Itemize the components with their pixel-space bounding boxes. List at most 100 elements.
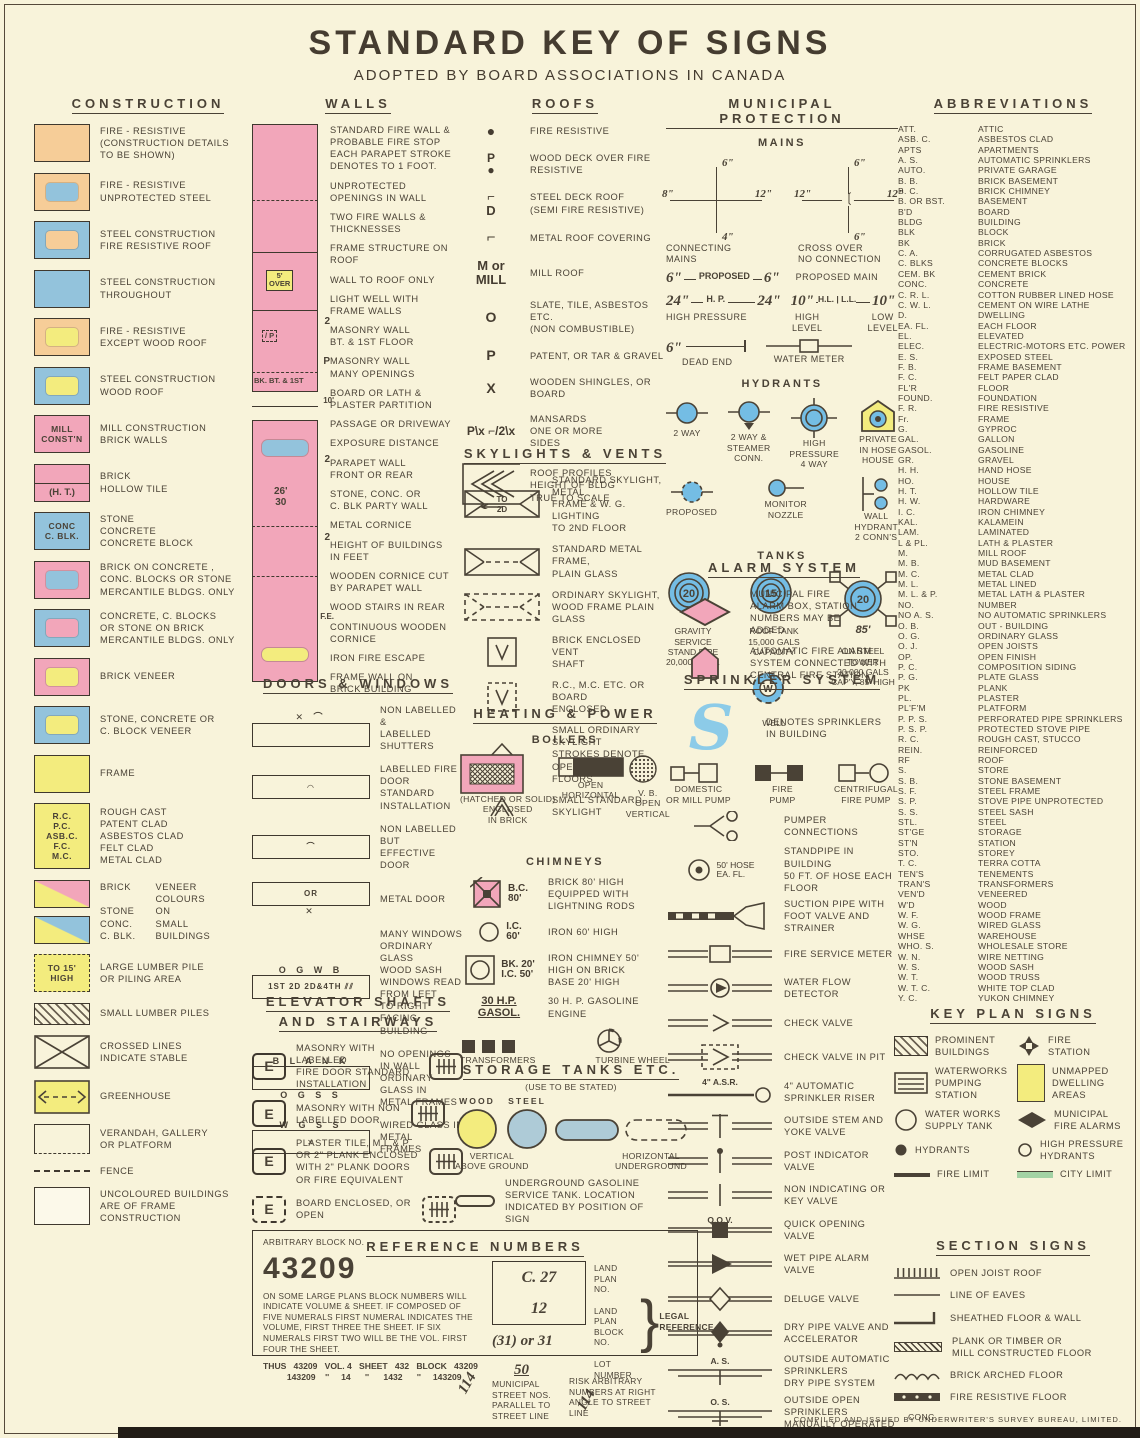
abbr-key: TRAN'S xyxy=(898,879,931,890)
legend-label: BRICK ENCLOSED VENT SHAFT xyxy=(552,634,642,670)
legend-item: P ● WOOD DECK OVER FIRE RESISTIVE xyxy=(462,151,668,177)
legend-item: DELUGE VALVE xyxy=(666,1284,898,1314)
abbr-key: R. C. xyxy=(898,734,920,745)
boilers-subheading: BOILERS xyxy=(531,734,599,746)
legend-label: CHECK VALVE IN PIT xyxy=(784,1052,886,1063)
svg-text:15: 15 xyxy=(765,588,777,600)
legend-item: W G S S ✕ WIRED GLASS IN METAL FRAMES xyxy=(252,1119,464,1155)
legend-item: OUTSIDE STEM AND YOKE VALVE xyxy=(666,1111,898,1141)
abbr-value: WHOLESALE STORE xyxy=(978,941,1068,952)
legend-label: PASSAGE OR DRIVEWAY xyxy=(330,419,451,430)
legend-item: E BOARD ENCLOSED, OR OPEN xyxy=(252,1195,464,1224)
legend-label: OUTSIDE OPEN SPRINKLERS MANUALLY OPERATED xyxy=(784,1394,895,1429)
legend-label: CITY LIMIT xyxy=(1060,1169,1113,1180)
legend-item: STEEL CONSTRUCTION WOOD ROOF xyxy=(34,366,262,405)
reference-street-notes: 50 MUNICIPAL STREET NOS. PARALLEL TO STREET… xyxy=(455,1362,732,1438)
legend-label: STANDARD FIRE WALL & PROBABLE FIRE STOP EA… xyxy=(330,125,452,172)
legend-item: R.C., M.C. ETC. OR BOARD ENCLOSED xyxy=(462,679,668,715)
legend-label: UNPROTECTED OPENINGS IN WALL xyxy=(330,180,427,203)
legend-item: O G W B 1ST 2D 2D&4TH ⫽⫽ MANY WINDOWS ORDIN… xyxy=(252,928,464,1037)
outside-open-sprinklers-symbol: O. S. xyxy=(666,1397,774,1427)
iron-brick-chimney-symbol: BK. 20' I.C. 50' xyxy=(460,953,538,987)
legend-label: WOODEN SHINGLES, OR BOARD xyxy=(530,377,652,400)
concrete-on-brick-swatch xyxy=(34,609,90,647)
abbr-key: W. F. xyxy=(898,910,919,921)
water-meter-symbol: WATER METER xyxy=(766,338,853,365)
legend-item: OR ✕ METAL DOOR xyxy=(252,881,464,917)
legend-item: O. S. OUTSIDE OPEN SPRINKLERS MANUALLY OPER… xyxy=(666,1394,898,1430)
boiler-enclosed-symbol: (HATCHED OR SOLID) ENCLOSED IN BRICK xyxy=(460,754,555,825)
legend-item: CITY LIMIT xyxy=(1017,1168,1132,1180)
clad-swatch: R.C. P.C. ASB.C. F.C. M.C. xyxy=(34,803,90,869)
legend-label: CROSSED LINES INDICATE STABLE xyxy=(100,1040,188,1063)
legend-item: 30 H.P. GASOL. 30 H. P. GASOLINE ENGINE xyxy=(460,995,670,1019)
section-signs-heading: SECTION SIGNS xyxy=(894,1238,1132,1256)
abbr-value: TRANSFORMERS xyxy=(978,879,1054,890)
legend-item: FIRE RESISTIVE FLOOR xyxy=(894,1391,1132,1403)
high-pressure-row: 24" H. P. 24" 10" H.L. | L.L. 10" xyxy=(666,292,896,309)
suction-pipe-symbol xyxy=(666,901,774,931)
abbr-value: ELECTRIC-MOTORS ETC. POWER xyxy=(978,341,1126,352)
legend-item: MILL CONST'N MILL CONSTRUCTION BRICK WALLS xyxy=(34,415,262,453)
abbr-key: P. G. xyxy=(898,672,918,683)
hydrant-high-pressure-symbol: HIGH PRESSURE 4 WAY xyxy=(789,398,839,469)
abbr-value: GALLON xyxy=(978,434,1015,445)
abbr-key: G. xyxy=(898,423,908,434)
legend-label: STANDPIPE IN BUILDING 50 FT. OF HOSE EACH… xyxy=(784,846,893,893)
brick-veneer-swatch xyxy=(34,657,90,696)
abbr-value: IRON CHIMNEY xyxy=(978,506,1046,517)
svg-text:4" A.S.R.: 4" A.S.R. xyxy=(702,1077,738,1087)
line-of-eaves-symbol xyxy=(894,1290,940,1300)
unmapped-dwelling-symbol xyxy=(1017,1064,1045,1103)
abbr-value: STONE BASEMENT xyxy=(978,775,1062,786)
abbr-value: KALAMEIN xyxy=(978,517,1024,528)
abbr-key: M. B. xyxy=(898,558,920,569)
abbr-value: LAMINATED xyxy=(978,527,1030,538)
fire-resistive-roof-symbol: ● xyxy=(486,123,496,139)
waterworks-pumping-symbol xyxy=(894,1072,928,1094)
legend-label: R.C., M.C. ETC. OR BOARD ENCLOSED xyxy=(552,680,645,715)
sheathed-floor-symbol xyxy=(894,1310,940,1326)
abbr-key: FOUND. xyxy=(898,392,933,403)
legend-item: E PLASTER TILE, M.L.& P. OR 2" PLANK ENCLO… xyxy=(252,1137,464,1185)
abbr-key: VEN'D xyxy=(898,889,926,900)
legend-label: LIGHT WELL WITH FRAME WALLS xyxy=(330,293,419,316)
legend-label: OUTSIDE STEM AND YOKE VALVE xyxy=(784,1115,884,1138)
check-valve-pit-symbol xyxy=(666,1042,774,1072)
abbr-key: REIN. xyxy=(898,744,923,755)
abbr-value: PRIVATE GARAGE xyxy=(978,165,1057,176)
abbr-key: F. B. xyxy=(898,361,917,372)
construction-section: CONSTRUCTION FIRE - RESISTIVE (CONSTRUCTI… xyxy=(34,96,262,1236)
monitor-nozzle-symbol: MONITOR NOZZLE xyxy=(764,477,807,520)
legend-label: FIRE - RESISTIVE EXCEPT WOOD ROOF xyxy=(100,325,208,348)
legend-item: CHECK VALVE IN PIT xyxy=(666,1042,898,1072)
legend-item: ORDINARY SKYLIGHT, WOOD FRAME PLAIN GLASS xyxy=(462,589,668,625)
legend-item: FENCE xyxy=(34,1165,262,1177)
legend-label: STONE, CONCRETE OR C. BLOCK VENEER xyxy=(100,713,215,736)
legend-label: WIRED GLASS IN METAL FRAMES xyxy=(380,1120,464,1155)
svg-text:2D: 2D xyxy=(497,505,507,514)
legend-label: MASONRY WALL BT. & 1ST FLOOR xyxy=(330,325,414,348)
abbr-value: FIRE RESISTIVE xyxy=(978,403,1050,414)
legend-label: FRAME STRUCTURE ON ROOF xyxy=(330,243,448,266)
abbr-value: WOOD FRAME xyxy=(978,910,1042,921)
legend-label: FIRE RESISTIVE xyxy=(530,126,610,137)
svg-text:20: 20 xyxy=(857,594,869,606)
alarm-system-section: ALARM SYSTEM MUNICIPAL FIRE ALARM BOX, ST… xyxy=(670,560,898,691)
abbr-value: HARDWARE xyxy=(978,496,1031,507)
abbr-value: WAREHOUSE xyxy=(978,930,1037,941)
doors-windows-section: DOORS & WINDOWS ✕ ⌒ NON LABELLED & LABELLE… xyxy=(252,676,464,1166)
legend-label: FIRE RESISTIVE FLOOR xyxy=(950,1392,1067,1403)
masonry-labelled-stair-symbol xyxy=(428,1052,464,1081)
abbr-key: W. T. xyxy=(898,972,919,983)
abbr-value: WHITE TOP CLAD xyxy=(978,982,1055,993)
storage-tanks-section: STORAGE TANKS ETC. (USE TO BE STATED) WO… xyxy=(455,1062,687,1226)
abbr-value: MILL ROOF xyxy=(978,548,1027,559)
plaster-tile-stair-symbol xyxy=(428,1147,464,1176)
abbr-key: AUTO. xyxy=(898,165,926,176)
abbr-key: P. P. S. xyxy=(898,713,928,724)
abbr-value: PLASTER xyxy=(978,692,1020,703)
mains-cross-diagram: ❲ 6" 12" 12" 6" xyxy=(794,157,904,243)
legend-item: WATERWORKS PUMPING STATION xyxy=(894,1064,1009,1102)
